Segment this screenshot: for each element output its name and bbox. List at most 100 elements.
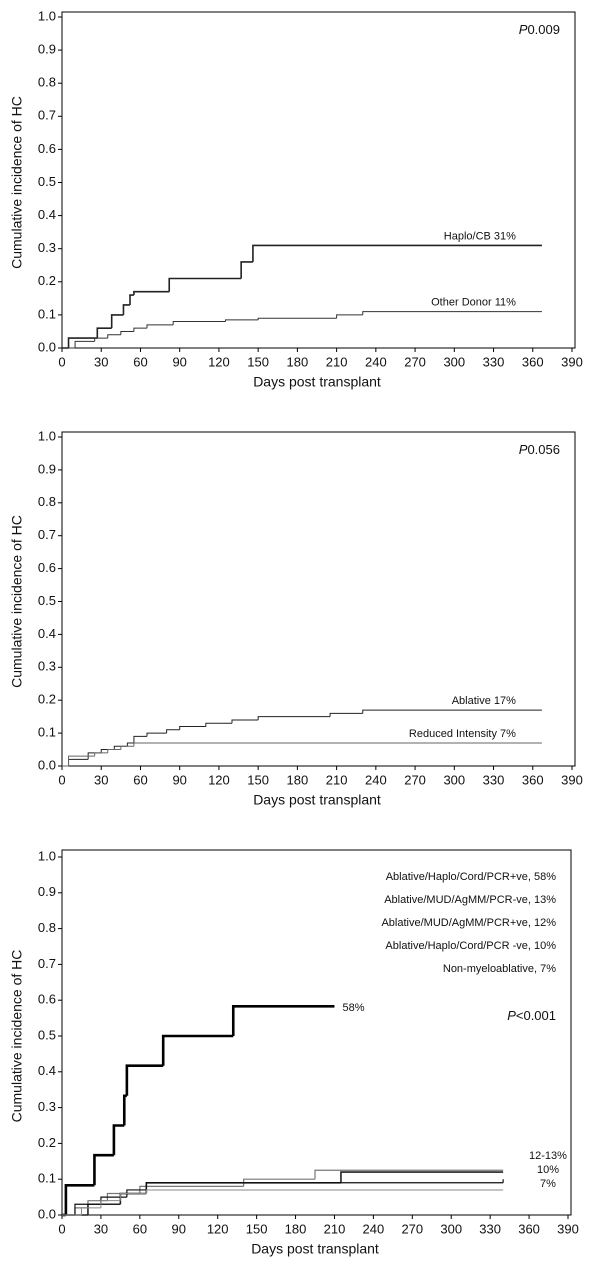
x-tick-label: 150 — [247, 354, 269, 369]
x-tick-label: 180 — [287, 772, 309, 787]
x-tick-label: 210 — [326, 354, 348, 369]
p-text: 0.056 — [527, 442, 560, 457]
step-segment — [100, 1200, 121, 1208]
p-symbol: P — [519, 22, 528, 37]
series-label: Reduced Intensity 7% — [409, 728, 516, 740]
x-axis-title: Days post transplant — [253, 792, 381, 808]
x-tick-label: 0 — [58, 772, 65, 787]
x-tick-label: 150 — [246, 1221, 268, 1236]
plot-frame — [61, 431, 576, 767]
p-value: P0.056 — [519, 442, 560, 457]
y-tick-label: 0.8 — [38, 75, 56, 90]
x-tick-label: 180 — [287, 354, 309, 369]
x-tick-label: 270 — [404, 772, 426, 787]
step-segment — [139, 1185, 244, 1194]
step-segment — [166, 729, 180, 734]
y-tick-label: 0.5 — [38, 593, 56, 608]
legend-entry: Ablative/Haplo/Cord/PCR -ve, 10% — [385, 940, 556, 952]
step-segment — [257, 716, 331, 720]
x-tick-label: 180 — [285, 1221, 307, 1236]
step-segment — [314, 1169, 504, 1180]
step-segment — [94, 752, 108, 757]
step-segment — [74, 1203, 101, 1215]
step-segment — [133, 327, 147, 332]
step-segment — [80, 1207, 101, 1215]
x-tick-label: 240 — [365, 354, 387, 369]
x-tick-label: 300 — [443, 772, 465, 787]
step-segment — [179, 726, 206, 730]
end-label: 7% — [540, 1178, 556, 1190]
step-segment — [133, 735, 147, 743]
y-tick-label: 0.4 — [38, 626, 56, 641]
y-tick-label: 0.0 — [38, 757, 56, 772]
y-tick-label: 0.7 — [38, 956, 56, 971]
p-text: <0.001 — [516, 1008, 556, 1023]
step-segment — [120, 745, 134, 750]
step-segment — [133, 290, 170, 296]
x-tick-label: 360 — [522, 354, 544, 369]
y-tick-label: 0.9 — [38, 461, 56, 476]
x-axis-title: Days post transplant — [251, 1241, 379, 1257]
x-tick-label: 60 — [133, 1221, 147, 1236]
step-segment — [133, 742, 542, 747]
step-segment — [336, 314, 363, 319]
y-tick-label: 0.2 — [38, 273, 56, 288]
y-axis-title: Cumulative incidence of HC — [9, 950, 25, 1123]
step-segment — [231, 1004, 335, 1036]
y-tick-label: 0.4 — [38, 1063, 56, 1078]
step-segment — [107, 749, 121, 753]
step-segment — [362, 311, 542, 315]
plot-frame — [61, 11, 576, 349]
end-label: 10% — [537, 1164, 559, 1176]
x-tick-label: 30 — [94, 1221, 108, 1236]
p-symbol: P — [519, 442, 528, 457]
x-tick-label: 30 — [94, 772, 108, 787]
plot-frame — [61, 849, 572, 1216]
step-segment — [67, 337, 98, 348]
y-axis-title: Cumulative incidence of HC — [9, 515, 25, 688]
y-tick-label: 0.7 — [38, 527, 56, 542]
x-tick-label: 60 — [133, 354, 147, 369]
y-tick-label: 1.0 — [38, 428, 56, 443]
step-segment — [119, 1192, 147, 1205]
x-tick-label: 330 — [483, 772, 505, 787]
p-text: 0.009 — [527, 22, 560, 37]
legend-entry: Ablative/MUD/AgMM/PCR+ve, 12% — [381, 917, 556, 929]
y-tick-label: 0.3 — [38, 1099, 56, 1114]
x-tick-label: 0 — [58, 1221, 65, 1236]
x-tick-label: 390 — [557, 1221, 579, 1236]
y-tick-label: 0.1 — [38, 306, 56, 321]
y-tick-label: 0.8 — [38, 920, 56, 935]
step-segment — [68, 755, 95, 766]
step-segment — [110, 314, 124, 329]
y-tick-label: 1.0 — [38, 848, 56, 863]
x-tick-label: 90 — [172, 1221, 186, 1236]
step-segment — [122, 1094, 127, 1126]
x-tick-label: 0 — [58, 354, 65, 369]
step-segment — [119, 1193, 147, 1201]
x-tick-label: 60 — [133, 772, 147, 787]
step-segment — [107, 334, 121, 339]
step-segment — [161, 1034, 234, 1066]
step-segment — [145, 1182, 504, 1190]
series-label: Haplo/CB 31% — [444, 230, 516, 242]
step-segment — [68, 758, 89, 766]
step-segment — [93, 1153, 114, 1186]
x-tick-label: 330 — [479, 1221, 501, 1236]
legend-entry: Non-myeloablative, 7% — [443, 963, 556, 975]
x-tick-label: 270 — [401, 1221, 423, 1236]
step-segment — [112, 1124, 125, 1156]
x-tick-label: 210 — [326, 772, 348, 787]
y-tick-label: 0.1 — [38, 725, 56, 740]
x-tick-label: 240 — [363, 1221, 385, 1236]
step-segment — [125, 1064, 164, 1096]
x-tick-label: 120 — [208, 772, 230, 787]
x-tick-label: 240 — [365, 772, 387, 787]
x-tick-label: 330 — [483, 354, 505, 369]
step-segment — [257, 317, 337, 320]
series-label: Ablative 17% — [452, 695, 516, 707]
x-tick-label: 30 — [94, 354, 108, 369]
step-segment — [243, 1178, 315, 1187]
